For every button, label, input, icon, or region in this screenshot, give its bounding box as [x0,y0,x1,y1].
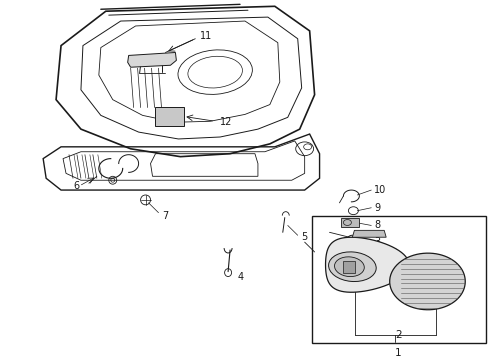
Ellipse shape [335,257,364,276]
Polygon shape [390,253,465,310]
Text: 12: 12 [220,117,233,127]
Polygon shape [325,237,409,292]
Bar [343,261,355,273]
Text: 9: 9 [374,203,380,213]
FancyBboxPatch shape [154,107,184,126]
Text: 8: 8 [374,220,380,230]
Text: 6: 6 [73,181,79,191]
Bar [342,217,359,228]
Text: 11: 11 [200,31,213,41]
Text: 2: 2 [395,330,402,341]
Text: 7: 7 [163,211,169,221]
Polygon shape [128,53,176,67]
Text: 4: 4 [238,271,244,282]
Polygon shape [352,230,386,237]
Bar [312,216,486,343]
Text: 1: 1 [395,348,402,358]
Text: 3: 3 [374,237,380,247]
Ellipse shape [329,252,376,282]
Text: 10: 10 [374,185,387,195]
Text: 5: 5 [302,232,308,242]
